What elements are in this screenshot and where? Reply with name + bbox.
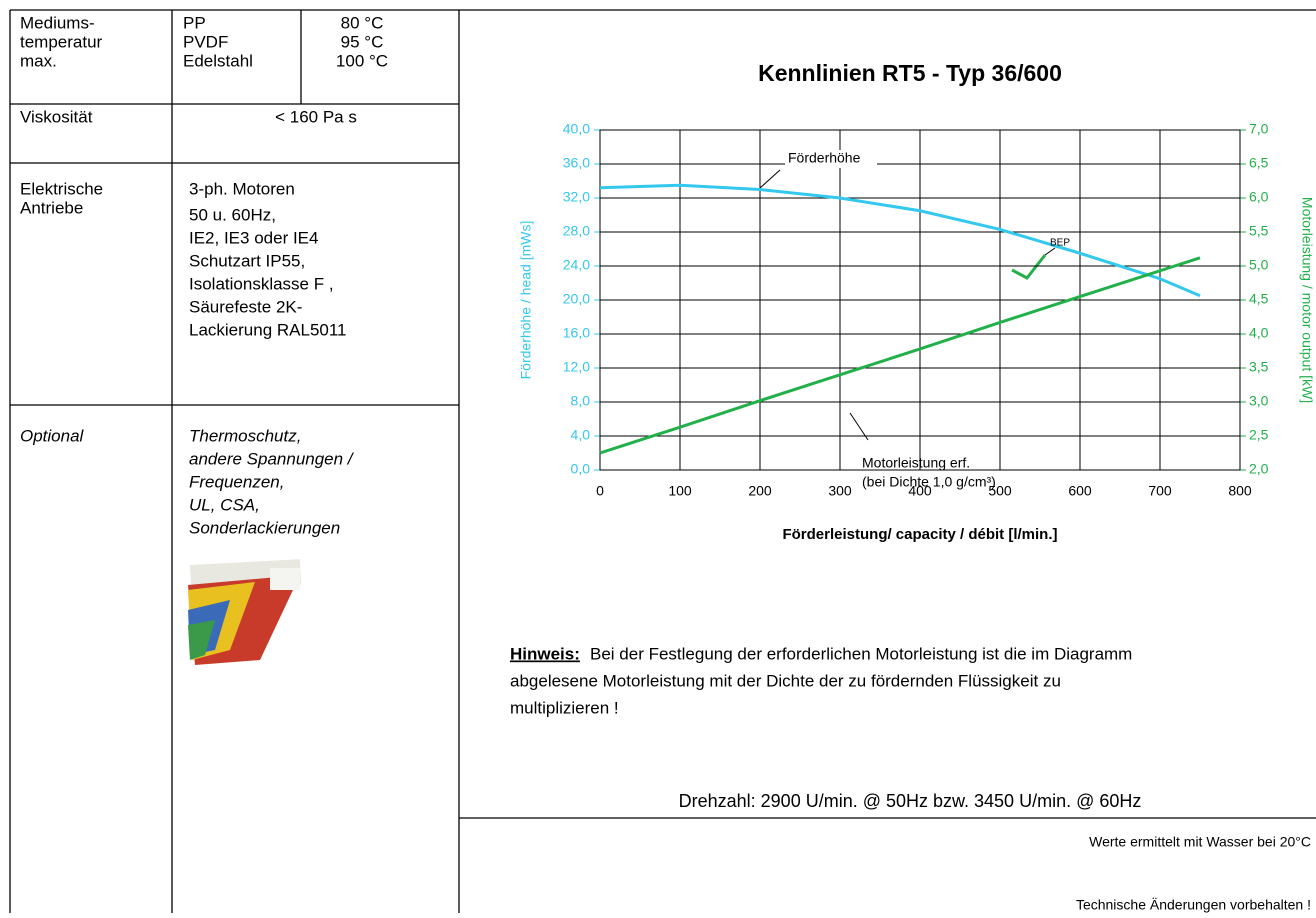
row-value: Isolationsklasse F , xyxy=(189,274,334,293)
y2-tick-label: 3,5 xyxy=(1249,359,1269,375)
row-value: Lackierung RAL5011 xyxy=(189,320,347,339)
row-value: Thermoschutz, xyxy=(189,426,301,445)
y2-axis-label: Motorleistung / motor output [kW] xyxy=(1299,197,1315,403)
row-value: andere Spannungen / xyxy=(189,449,355,468)
series-line xyxy=(600,185,1200,296)
material: PVDF xyxy=(183,32,228,51)
x-axis-label: Förderleistung/ capacity / débit [l/min.… xyxy=(782,526,1057,543)
row-label: Viskosität xyxy=(20,107,93,126)
row-label: Elektrische xyxy=(20,179,103,198)
row-value: IE2, IE3 oder IE4 xyxy=(189,228,318,247)
footer: Werte ermittelt mit Wasser bei 20°C xyxy=(1089,834,1311,850)
page: {"table":{"rows":[ {"label":["Mediums-",… xyxy=(0,0,1316,913)
y2-tick-label: 7,0 xyxy=(1249,121,1269,137)
y2-tick-label: 4,0 xyxy=(1249,325,1269,341)
y2-tick-label: 6,5 xyxy=(1249,155,1269,171)
x-tick-label: 800 xyxy=(1228,483,1252,499)
x-tick-label: 100 xyxy=(668,483,692,499)
y2-tick-label: 5,5 xyxy=(1249,223,1269,239)
y-tick-label: 12,0 xyxy=(563,359,590,375)
y2-tick-label: 4,5 xyxy=(1249,291,1269,307)
row-value: 50 u. 60Hz, xyxy=(189,205,276,224)
temperature: 80 °C xyxy=(341,13,384,32)
y-tick-label: 20,0 xyxy=(563,291,590,307)
y-tick-label: 32,0 xyxy=(563,189,590,205)
row-value: Schutzart IP55, xyxy=(189,251,305,270)
y-axis-label: Förderhöhe / head [mWs] xyxy=(518,221,534,380)
chart-title: Kennlinien RT5 - Typ 36/600 xyxy=(758,60,1062,86)
y-tick-label: 16,0 xyxy=(563,325,590,341)
y2-tick-label: 3,0 xyxy=(1249,393,1269,409)
row-value: UL, CSA, xyxy=(189,495,260,514)
annotation: BEP xyxy=(1050,238,1070,249)
row-label: Antriebe xyxy=(20,198,83,217)
series-label: Förderhöhe xyxy=(788,150,861,166)
note-text: abgelesene Motorleistung mit der Dichte … xyxy=(510,671,1061,690)
row-label: max. xyxy=(20,51,57,70)
y-tick-label: 24,0 xyxy=(563,257,590,273)
series-line xyxy=(600,258,1200,453)
row-label: Optional xyxy=(20,426,85,445)
row-value: Säurefeste 2K- xyxy=(189,297,302,316)
note-text: Bei der Festlegung der erforderlichen Mo… xyxy=(590,644,1132,663)
y-tick-label: 4,0 xyxy=(571,427,591,443)
x-tick-label: 200 xyxy=(748,483,772,499)
bep-leader xyxy=(1045,248,1055,255)
row-value: Frequenzen, xyxy=(189,472,284,491)
y-tick-label: 36,0 xyxy=(563,155,590,171)
y2-tick-label: 2,0 xyxy=(1249,461,1269,477)
x-tick-label: 0 xyxy=(596,483,604,499)
y-tick-label: 0,0 xyxy=(571,461,591,477)
temperature: 100 °C xyxy=(336,51,388,70)
ral-fan-icon xyxy=(188,559,301,665)
material: Edelstahl xyxy=(183,51,253,70)
x-tick-label: 600 xyxy=(1068,483,1092,499)
speed: Drehzahl: 2900 U/min. @ 50Hz bzw. 3450 U… xyxy=(679,791,1142,811)
y2-tick-label: 6,0 xyxy=(1249,189,1269,205)
row-value: 3-ph. Motoren xyxy=(189,179,295,198)
y2-tick-label: 5,0 xyxy=(1249,257,1269,273)
y-tick-label: 28,0 xyxy=(563,223,590,239)
series-label: Motorleistung erf. xyxy=(862,455,970,471)
row-label: temperatur xyxy=(20,32,103,51)
note-text: multiplizieren ! xyxy=(510,698,619,717)
footer: Technische Änderungen vorbehalten ! xyxy=(1076,897,1311,913)
y2-tick-label: 2,5 xyxy=(1249,427,1269,443)
row-value: < 160 Pa s xyxy=(275,107,357,126)
document: Mediums-temperaturmax. PP 80 °C PVDF 95 °C Ed… xyxy=(0,0,1316,913)
note-label: Hinweis: xyxy=(510,644,580,663)
temperature: 95 °C xyxy=(341,32,384,51)
y-tick-label: 40,0 xyxy=(563,121,590,137)
row-value: Sonderlackierungen xyxy=(189,518,340,537)
x-tick-label: 700 xyxy=(1148,483,1172,499)
row-label: Mediums- xyxy=(20,13,95,32)
head-leader xyxy=(760,170,780,188)
x-tick-label: 300 xyxy=(828,483,852,499)
material: PP xyxy=(183,13,206,32)
y-tick-label: 8,0 xyxy=(571,393,591,409)
annotation: (bei Dichte 1,0 g/cm³) xyxy=(862,474,996,490)
